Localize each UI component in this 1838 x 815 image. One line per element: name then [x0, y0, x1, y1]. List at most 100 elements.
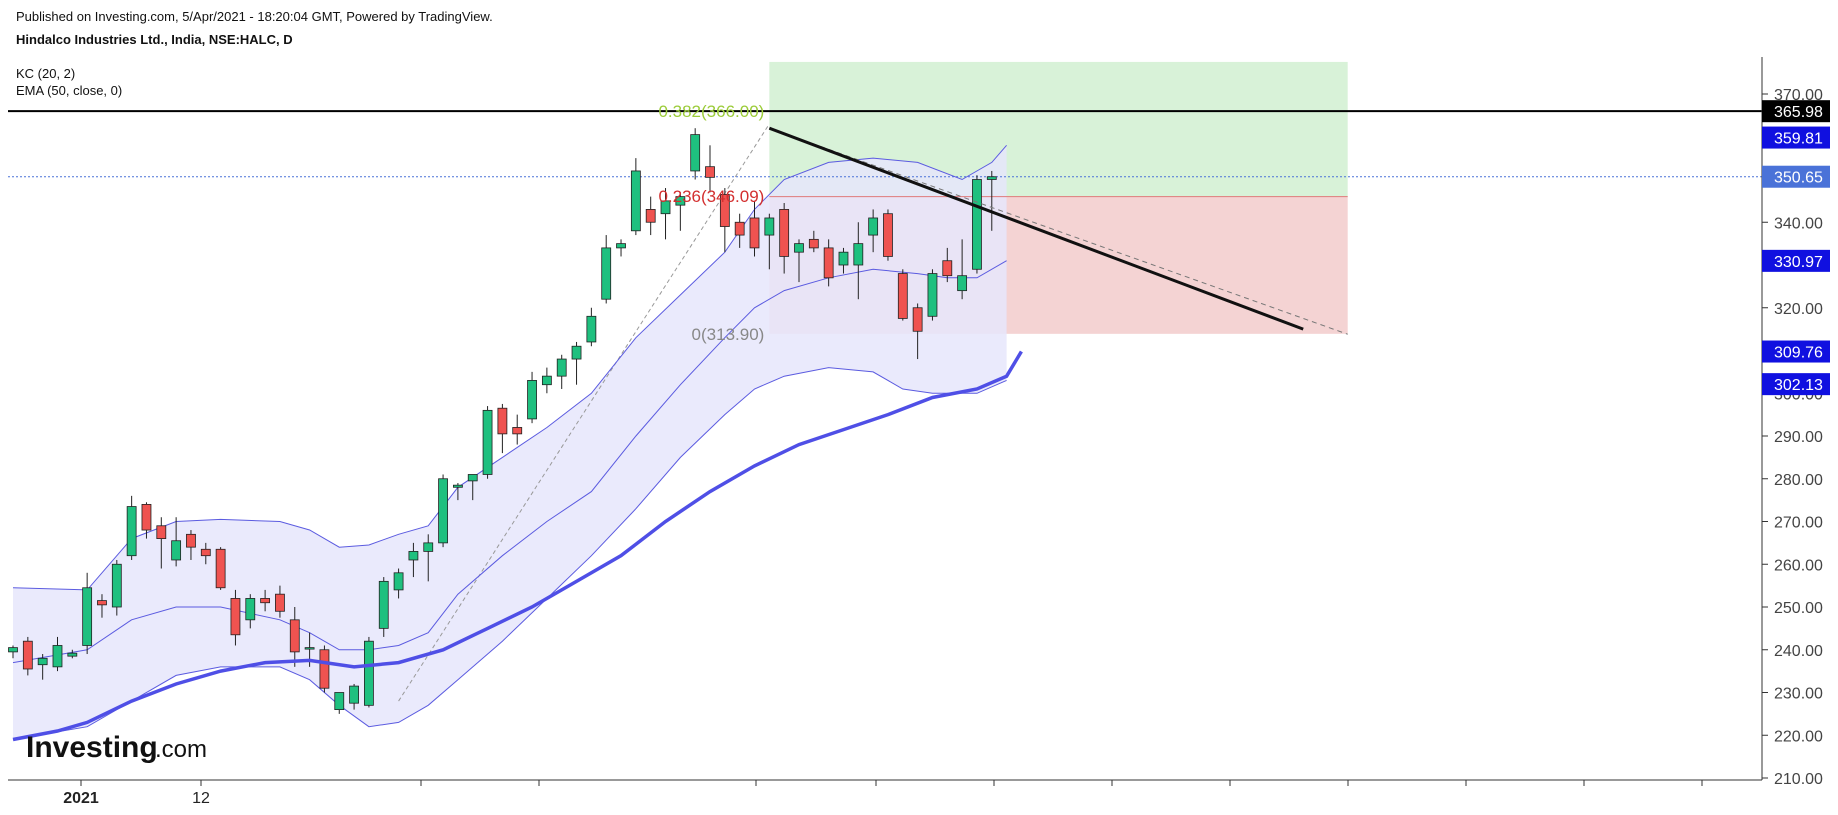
candle-body — [660, 200, 671, 215]
y-tick-label: 270.00 — [1774, 515, 1823, 532]
price-badge-label: 350.65 — [1774, 170, 1823, 187]
candle — [97, 594, 107, 618]
y-tick-label: 240.00 — [1774, 643, 1823, 660]
price-badge-bg — [1762, 100, 1830, 123]
symbol-title: Hindalco Industries Ltd., India, NSE:HAL… — [16, 32, 293, 47]
candle-body — [512, 427, 523, 435]
candle — [378, 577, 389, 637]
candle — [675, 192, 686, 231]
candle-body — [37, 657, 48, 666]
price-badge-bg — [1762, 340, 1830, 363]
candle-body — [883, 213, 893, 257]
published-info: Published on Investing.com, 5/Apr/2021 -… — [16, 9, 493, 24]
candle — [645, 196, 656, 236]
candle — [749, 200, 760, 257]
candle-body — [630, 170, 641, 232]
candle — [82, 572, 93, 655]
candle-body — [675, 196, 686, 206]
candle — [230, 589, 241, 646]
candle — [541, 367, 552, 394]
candle-body — [275, 593, 285, 612]
candle — [171, 517, 182, 567]
keltner-channel-fill — [13, 145, 1007, 740]
candle-body — [230, 598, 241, 636]
candle-body — [808, 238, 819, 249]
candle — [467, 474, 478, 501]
horizontal-lines — [8, 110, 1762, 198]
candle — [8, 645, 18, 659]
candle — [794, 239, 804, 283]
candle-body — [289, 619, 300, 653]
candle-body — [8, 647, 18, 653]
candle-body — [897, 273, 908, 319]
y-tick-label: 260.00 — [1774, 557, 1823, 574]
price-badge: 302.13 — [1762, 373, 1830, 396]
candle — [586, 307, 597, 347]
candle-body — [393, 572, 404, 591]
indicator-kc-label[interactable]: KC (20, 2) — [16, 66, 76, 81]
price-badge-label: 330.97 — [1774, 254, 1823, 271]
ema-line — [12, 350, 1023, 742]
price-badge-bg — [1762, 373, 1830, 396]
investing-logo: Investing .com — [26, 731, 207, 764]
price-badge-bg — [1762, 165, 1830, 188]
candles — [8, 128, 997, 714]
candle — [497, 403, 508, 454]
candle — [719, 188, 730, 253]
candle-body — [527, 380, 537, 420]
candle — [408, 542, 419, 578]
candle-body — [734, 221, 745, 236]
candle — [156, 517, 167, 569]
candle-body — [497, 407, 508, 435]
candle — [319, 645, 330, 693]
price-badge: 359.81 — [1762, 126, 1830, 149]
candle-body — [171, 540, 182, 561]
price-badge-label: 309.76 — [1774, 345, 1823, 362]
candle — [660, 188, 671, 240]
candle — [616, 239, 626, 257]
candle — [986, 170, 997, 231]
price-badge: 330.97 — [1762, 249, 1830, 272]
candle — [245, 594, 256, 629]
candle — [260, 589, 271, 612]
candle — [22, 636, 33, 676]
candle-body — [942, 260, 953, 277]
candle — [393, 568, 404, 599]
candle — [912, 303, 923, 360]
candle-body — [690, 134, 701, 172]
trendline[interactable] — [768, 126, 1348, 335]
x-tick-label: 12 — [192, 790, 210, 807]
candle — [452, 483, 463, 501]
candle — [289, 607, 300, 667]
candle-body — [467, 474, 478, 482]
candle — [630, 158, 641, 236]
candle-body — [541, 375, 552, 386]
candle — [764, 213, 775, 270]
candle — [141, 502, 152, 539]
candle-body — [141, 503, 152, 531]
candle-body — [245, 598, 256, 621]
candle — [275, 585, 285, 618]
candle-body — [215, 548, 226, 589]
price-badge-label: 359.81 — [1774, 131, 1823, 148]
indicator-ema-label[interactable]: EMA (50, close, 0) — [16, 83, 123, 98]
candle — [438, 474, 448, 548]
candle — [571, 341, 582, 385]
y-tick-label: 340.00 — [1774, 215, 1823, 232]
price-badge-label: 365.98 — [1774, 104, 1823, 121]
candle — [52, 636, 63, 672]
candle — [942, 247, 953, 283]
candle-body — [186, 533, 196, 548]
candle-body — [823, 247, 834, 279]
candle — [215, 547, 226, 590]
kc-middle-band — [12, 260, 1007, 664]
candle — [868, 209, 879, 253]
candle-body — [794, 243, 804, 253]
logo-suffix-text: .com — [155, 736, 207, 763]
candle-body — [749, 217, 760, 249]
candle-body — [779, 209, 790, 257]
candle-body — [22, 640, 33, 670]
candle-body — [334, 692, 345, 711]
candle-body — [645, 209, 656, 223]
